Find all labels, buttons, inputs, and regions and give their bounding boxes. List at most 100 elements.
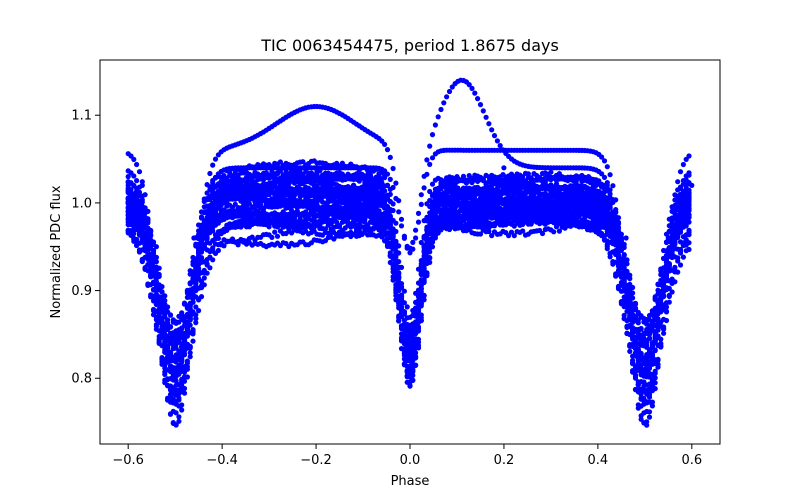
- data-point: [136, 247, 143, 253]
- data-point: [489, 233, 495, 239]
- data-point: [680, 254, 687, 260]
- data-point: [542, 180, 548, 187]
- data-point: [404, 315, 410, 321]
- data-point: [638, 416, 644, 422]
- data-point: [210, 257, 216, 263]
- data-point: [680, 242, 687, 249]
- data-point: [179, 407, 185, 413]
- data-point: [201, 275, 207, 281]
- data-point: [196, 271, 202, 278]
- data-point: [215, 247, 221, 254]
- data-point: [210, 247, 216, 253]
- data-point: [624, 324, 630, 330]
- data-point: [669, 289, 675, 295]
- data-point: [384, 230, 391, 236]
- data-point: [167, 312, 174, 318]
- data-point: [508, 229, 515, 235]
- data-point: [675, 269, 681, 275]
- data-point: [661, 330, 667, 336]
- data-point: [376, 225, 382, 231]
- data-point: [187, 350, 193, 356]
- data-point: [142, 266, 148, 272]
- data-point: [289, 200, 295, 206]
- data-point: [672, 279, 678, 285]
- data-point: [398, 331, 405, 337]
- data-point: [184, 326, 190, 332]
- data-point: [176, 414, 182, 420]
- data-point: [356, 200, 362, 206]
- data-point: [477, 224, 484, 230]
- data-point: [646, 414, 653, 420]
- data-point: [582, 220, 588, 226]
- data-point: [196, 308, 202, 314]
- data-point: [351, 223, 357, 229]
- data-point: [401, 362, 407, 368]
- data-point: [455, 211, 461, 217]
- data-point: [193, 315, 199, 322]
- data-point: [635, 346, 641, 352]
- data-point: [404, 304, 410, 310]
- data-point: [176, 418, 182, 424]
- data-point: [382, 224, 388, 230]
- data-point: [429, 181, 436, 187]
- data-point: [373, 211, 379, 217]
- data-point: [398, 314, 405, 320]
- data-point: [351, 218, 357, 224]
- data-point: [336, 223, 343, 230]
- data-point: [452, 224, 458, 230]
- data-point: [153, 317, 159, 323]
- data-point: [128, 231, 134, 237]
- data-point: [621, 252, 627, 259]
- data-point: [181, 352, 188, 358]
- data-point: [413, 362, 419, 368]
- data-point: [649, 403, 656, 409]
- data-point: [661, 293, 667, 299]
- data-point: [506, 233, 512, 239]
- data-point: [553, 181, 560, 187]
- data-point: [308, 211, 314, 217]
- data-point: [407, 324, 413, 331]
- data-point: [644, 419, 650, 425]
- data-point: [539, 230, 546, 237]
- data-point: [379, 218, 385, 224]
- data-point: [190, 338, 196, 344]
- data-point: [272, 174, 278, 181]
- data-point: [190, 299, 196, 305]
- data-point: [145, 281, 151, 287]
- data-point: [193, 304, 199, 310]
- data-point: [520, 228, 526, 234]
- data-point: [452, 206, 458, 212]
- data-point: [396, 318, 402, 324]
- data-point: [683, 237, 689, 243]
- data-point: [421, 265, 427, 271]
- data-point: [325, 222, 331, 228]
- data-point: [328, 184, 334, 190]
- data-point: [621, 312, 627, 318]
- data-point: [173, 422, 179, 428]
- data-point: [204, 236, 210, 242]
- data-point: [153, 322, 159, 328]
- data-point: [551, 229, 557, 235]
- data-point: [353, 196, 360, 202]
- data-point: [407, 374, 413, 380]
- data-point: [207, 265, 213, 271]
- data-point: [627, 310, 633, 317]
- data-point: [260, 206, 267, 212]
- data-point: [551, 215, 557, 222]
- data-point: [522, 178, 529, 184]
- scatter-points: [125, 77, 695, 428]
- data-point: [193, 320, 199, 326]
- data-point: [579, 211, 585, 217]
- data-point: [644, 338, 650, 344]
- data-point: [269, 234, 275, 240]
- data-point: [274, 233, 281, 239]
- data-point: [387, 214, 393, 220]
- data-point: [224, 200, 230, 206]
- data-point: [173, 371, 179, 377]
- data-point: [627, 348, 633, 354]
- data-point: [630, 360, 636, 366]
- data-point: [677, 262, 684, 268]
- data-point: [176, 362, 182, 369]
- data-point: [401, 288, 407, 294]
- data-point: [198, 294, 205, 300]
